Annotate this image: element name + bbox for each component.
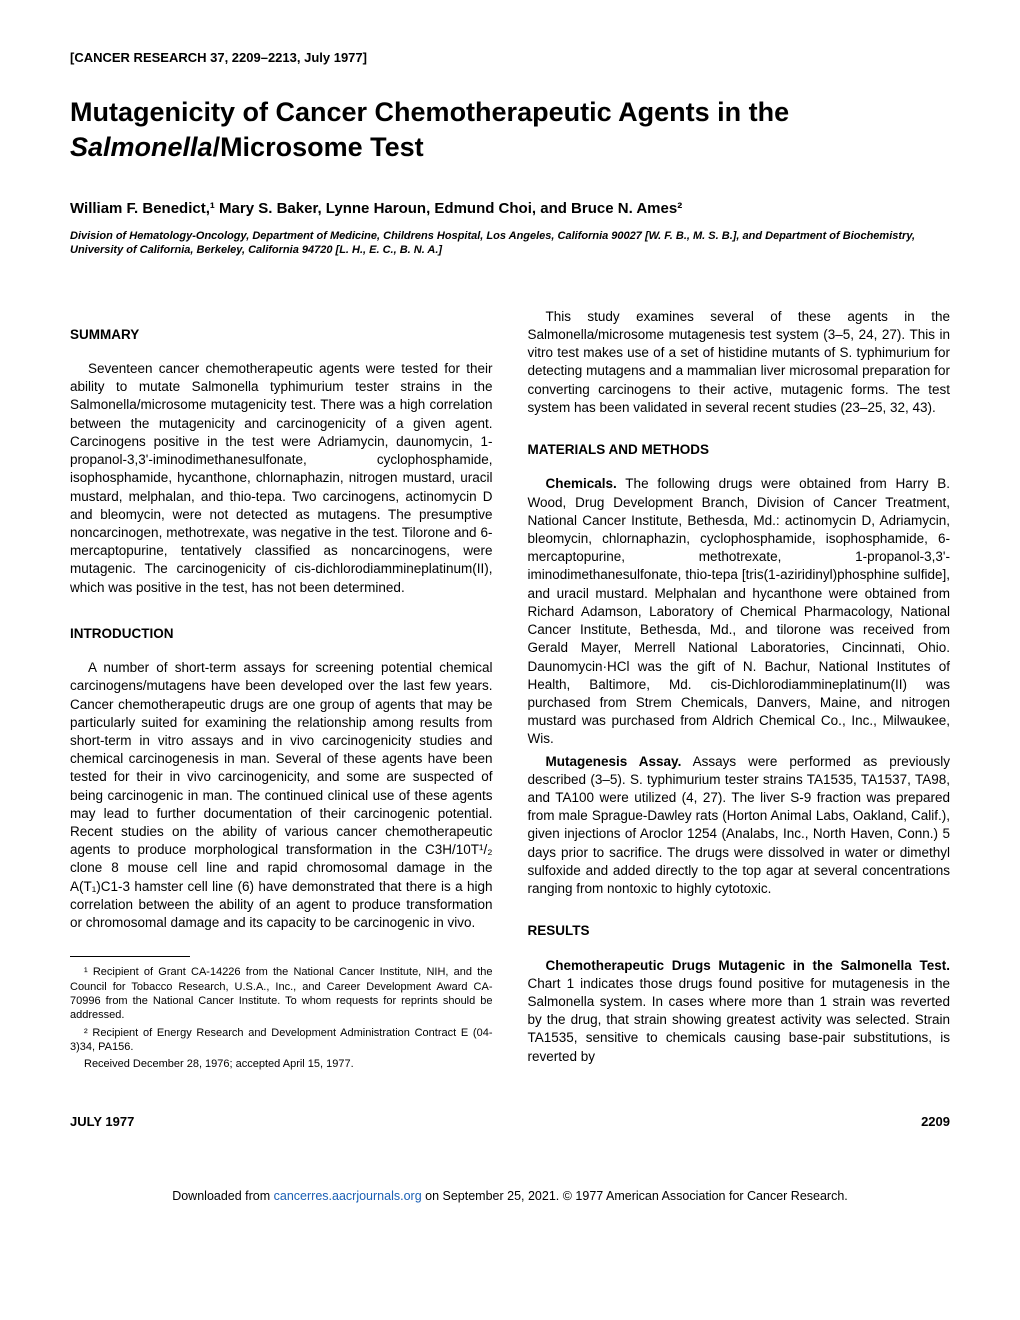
assay-body: Assays were performed as previously desc… — [528, 754, 951, 897]
assay-label: Mutagenesis Assay. — [546, 754, 682, 769]
summary-heading: SUMMARY — [70, 326, 493, 344]
introduction-paragraph: A number of short-term assays for screen… — [70, 659, 493, 932]
footnote-1: ¹ Recipient of Grant CA-14226 from the N… — [70, 965, 493, 1022]
column-left: SUMMARY Seventeen cancer chemotherapeuti… — [70, 308, 493, 1075]
intro-continuation: This study examines several of these age… — [528, 308, 951, 417]
journal-reference: [CANCER RESEARCH 37, 2209–2213, July 197… — [70, 50, 950, 65]
page-container: [CANCER RESEARCH 37, 2209–2213, July 197… — [0, 0, 1020, 1159]
methods-assay-paragraph: Mutagenesis Assay. Assays were performed… — [528, 753, 951, 899]
download-link[interactable]: cancerres.aacrjournals.org — [274, 1189, 422, 1203]
results-paragraph: Chemotherapeutic Drugs Mutagenic in the … — [528, 957, 951, 1066]
download-suffix: on September 25, 2021. © 1977 American A… — [422, 1189, 848, 1203]
introduction-heading: INTRODUCTION — [70, 625, 493, 643]
results-body: Chart 1 indicates those drugs found posi… — [528, 976, 951, 1064]
footnote-2: ² Recipient of Energy Research and Devel… — [70, 1026, 493, 1055]
footnote-received: Received December 28, 1976; accepted Apr… — [70, 1057, 493, 1071]
authors-line: William F. Benedict,¹ Mary S. Baker, Lyn… — [70, 200, 950, 217]
chemicals-body: The following drugs were obtained from H… — [528, 476, 951, 746]
title-italic: Salmonella — [70, 132, 213, 162]
footer-page-number: 2209 — [921, 1114, 950, 1129]
footer-date: JULY 1977 — [70, 1114, 134, 1129]
download-prefix: Downloaded from — [172, 1189, 273, 1203]
footnotes-block: ¹ Recipient of Grant CA-14226 from the N… — [70, 965, 493, 1071]
affiliation-line: Division of Hematology-Oncology, Departm… — [70, 229, 950, 258]
methods-heading: MATERIALS AND METHODS — [528, 441, 951, 459]
title-text-1: Mutagenicity of Cancer Chemotherapeutic … — [70, 97, 789, 127]
results-label: Chemotherapeutic Drugs Mutagenic in the … — [546, 958, 951, 973]
column-right: This study examines several of these age… — [528, 308, 951, 1075]
results-heading: RESULTS — [528, 922, 951, 940]
page-footer: JULY 1977 2209 — [70, 1114, 950, 1129]
footnote-separator — [70, 956, 190, 957]
download-footer: Downloaded from cancerres.aacrjournals.o… — [0, 1189, 1020, 1223]
summary-paragraph: Seventeen cancer chemotherapeutic agents… — [70, 360, 493, 597]
article-title: Mutagenicity of Cancer Chemotherapeutic … — [70, 95, 950, 165]
title-text-2: /Microsome Test — [213, 132, 424, 162]
methods-chemicals-paragraph: Chemicals. The following drugs were obta… — [528, 475, 951, 748]
text-columns: SUMMARY Seventeen cancer chemotherapeuti… — [70, 308, 950, 1075]
chemicals-label: Chemicals. — [546, 476, 617, 491]
